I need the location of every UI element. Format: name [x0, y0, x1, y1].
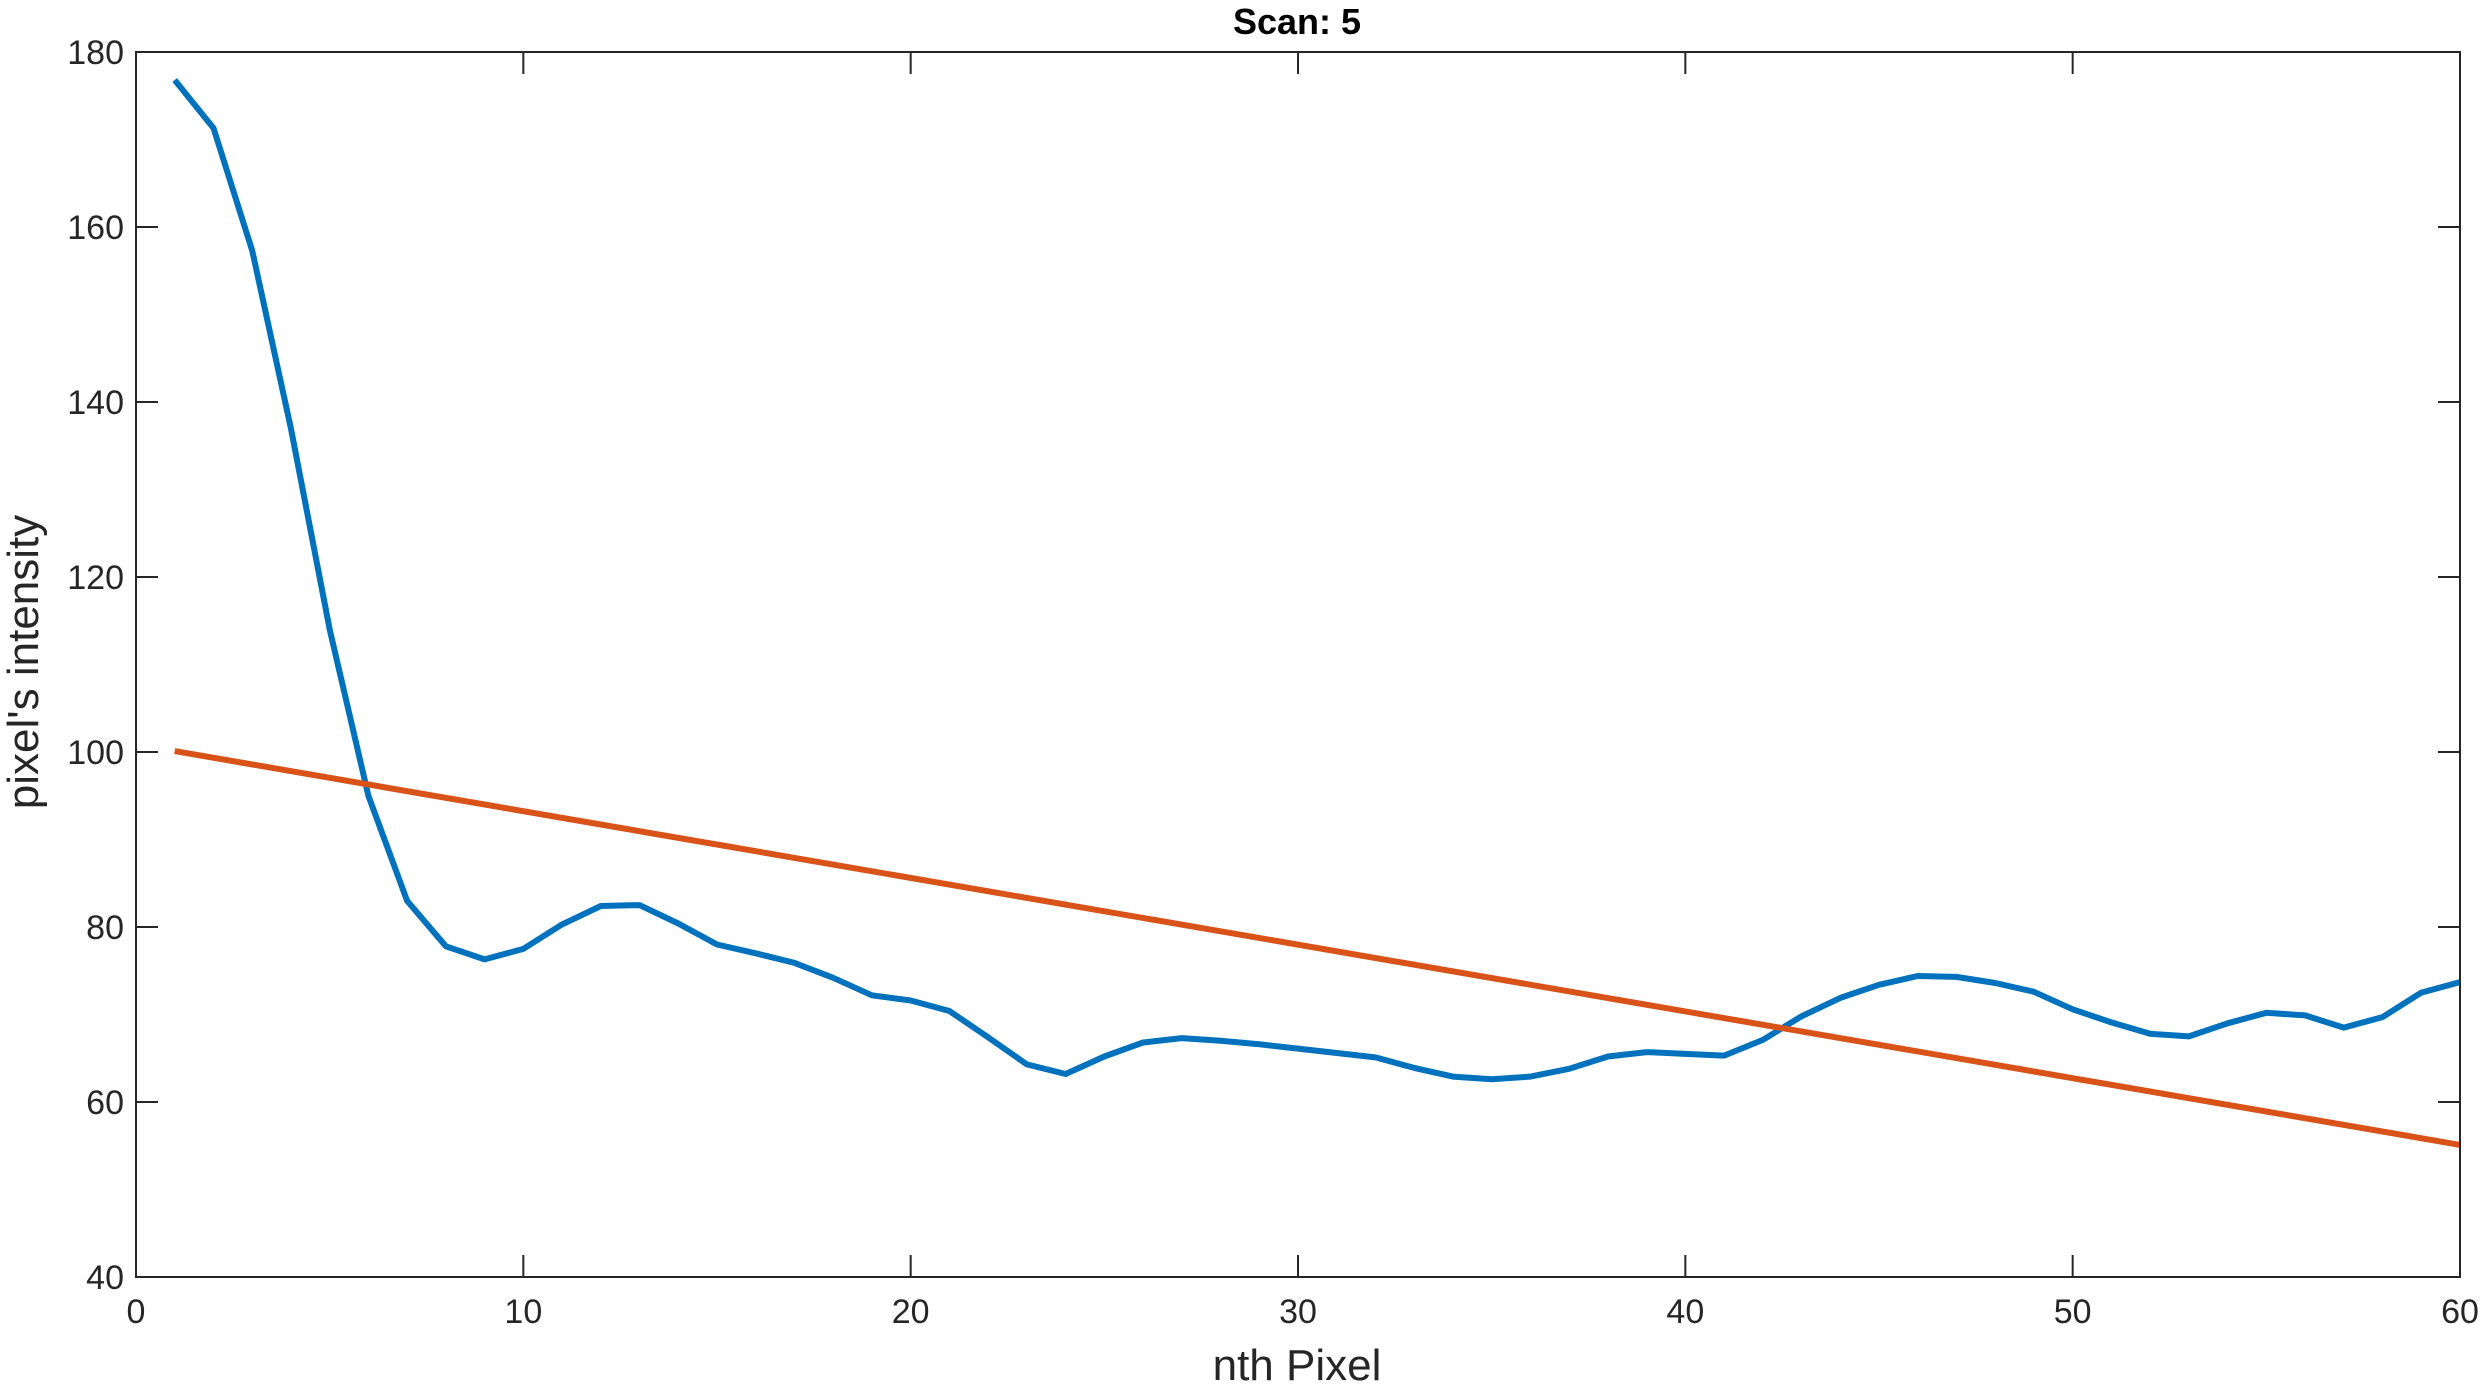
chart-title: Scan: 5 [1233, 1, 1361, 42]
plot-lines [172, 78, 2461, 1148]
y-tick-label: 180 [67, 34, 124, 72]
plot-frame [135, 51, 2461, 1278]
y-tick-label: 120 [67, 559, 124, 597]
y-tick-label: 160 [67, 209, 124, 247]
x-tick-label: 20 [892, 1293, 930, 1331]
x-axis: 0 10 20 30 40 50 60 [127, 52, 2479, 1331]
x-tick-label: 50 [2054, 1293, 2092, 1331]
y-axis: 40 60 80 100 120 140 160 180 [67, 34, 2460, 1297]
y-axis-label: pixel's intensity [0, 515, 48, 810]
series-line-2 [174, 748, 2461, 1148]
series-line-1 [172, 78, 2461, 1083]
x-axis-label: nth Pixel [1213, 1341, 1382, 1388]
x-tick-label: 0 [127, 1293, 146, 1331]
x-tick-label: 10 [504, 1293, 542, 1331]
x-tick-label: 30 [1279, 1293, 1317, 1331]
y-tick-label: 80 [86, 909, 124, 947]
x-tick-label: 60 [2441, 1293, 2479, 1331]
x-tick-label: 40 [1666, 1293, 1704, 1331]
y-tick-label: 40 [86, 1259, 124, 1297]
y-tick-label: 140 [67, 384, 124, 422]
y-tick-label: 100 [67, 734, 124, 772]
y-tick-label: 60 [86, 1084, 124, 1122]
